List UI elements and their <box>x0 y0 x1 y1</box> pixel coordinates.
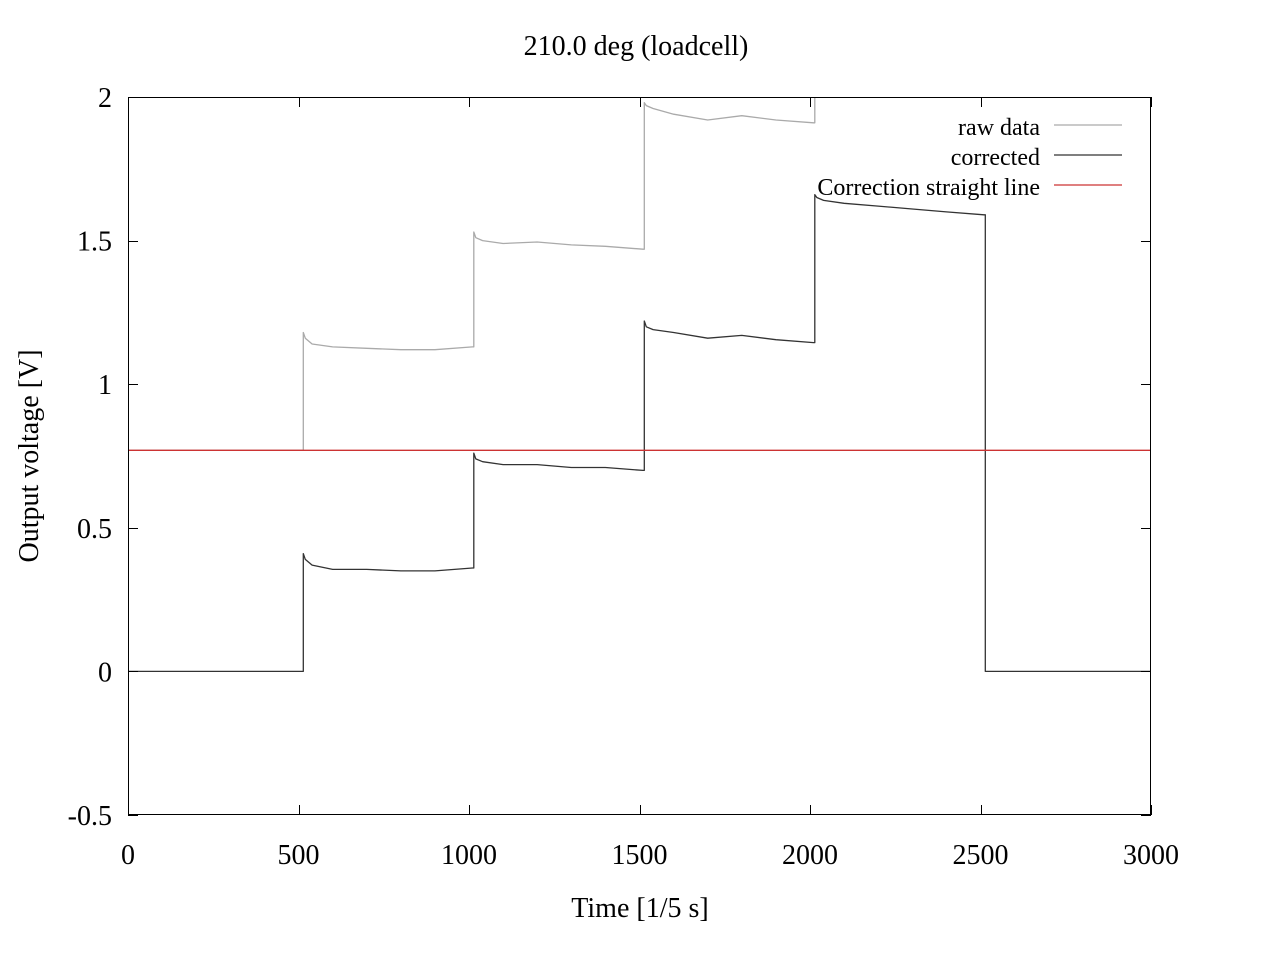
legend-label-raw-data: raw data <box>958 115 1040 141</box>
x-tick-label: 3000 <box>1123 840 1179 871</box>
legend: raw data corrected Correction straight l… <box>817 115 1122 201</box>
series-line-corrected <box>128 193 1151 673</box>
x-axis-label: Time [1/5 s] <box>571 893 708 924</box>
x-tick-label: 2500 <box>953 840 1009 871</box>
y-axis-label: Output voltage [V] <box>14 349 45 562</box>
chart-title: 210.0 deg (loadcell) <box>524 31 749 62</box>
y-tick-label: 1 <box>98 370 112 401</box>
ticks-layer: 0 500 1000 1500 2000 2500 3000 -0.5 0 0.5 1 1.5 2 <box>68 83 1179 871</box>
x-tick-label: 1500 <box>612 840 668 871</box>
series-layer <box>128 97 1151 673</box>
y-tick-label: 1.5 <box>77 227 112 258</box>
legend-label-correction-straight-line: Correction straight line <box>817 175 1040 201</box>
y-tick-label: -0.5 <box>68 801 112 832</box>
x-tick-label: 500 <box>278 840 320 871</box>
x-tick-label: 0 <box>121 840 135 871</box>
y-tick-label: 0 <box>98 657 112 688</box>
y-tick-label: 0.5 <box>77 514 112 545</box>
x-tick-label: 1000 <box>441 840 497 871</box>
legend-label-corrected: corrected <box>951 145 1040 171</box>
plot-frame <box>128 97 1151 815</box>
x-tick-label: 2000 <box>782 840 838 871</box>
y-tick-label: 2 <box>98 83 112 114</box>
series-line-raw-data <box>128 97 816 451</box>
